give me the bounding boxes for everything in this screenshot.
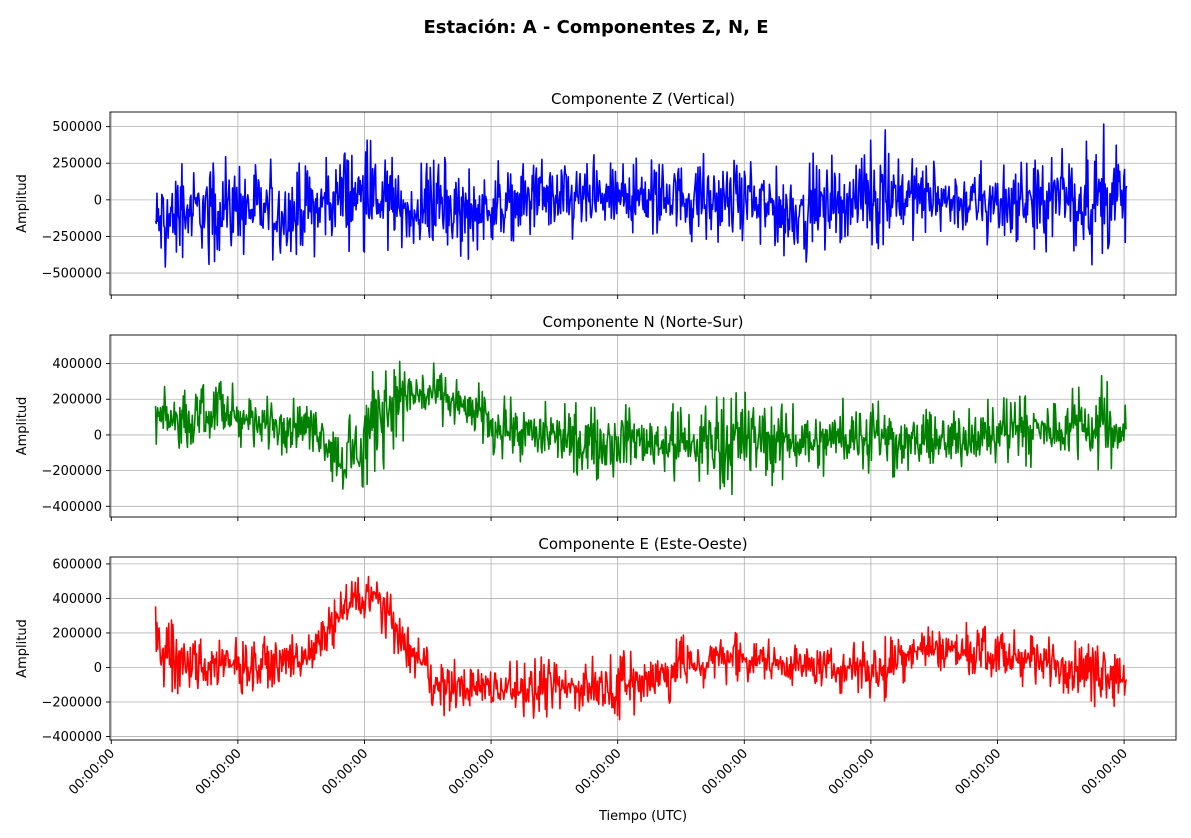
y-tick-label: 200000 bbox=[52, 626, 102, 641]
x-tick-label: 00:00:00 bbox=[573, 746, 625, 798]
axes-frame bbox=[109, 334, 1177, 518]
x-tick-label: 00:00:00 bbox=[1079, 746, 1131, 798]
y-tick-label: −250000 bbox=[41, 230, 102, 245]
subplots: 500000 250000 0 −250000 −500000 Componente Z … bbox=[15, 90, 1177, 824]
x-tick-label: 00:00:00 bbox=[66, 746, 118, 798]
y-tick-label: 200000 bbox=[52, 393, 102, 408]
figure-title: Estación: A - Componentes Z, N, E bbox=[423, 17, 768, 38]
subplot-title: Componente N (Norte-Sur) bbox=[542, 313, 743, 331]
y-tick-label: 0 bbox=[94, 428, 102, 443]
y-tick-label: 0 bbox=[94, 193, 102, 208]
subplot-title: Componente E (Este-Oeste) bbox=[538, 535, 747, 553]
y-tick-label: 400000 bbox=[52, 357, 102, 372]
y-tick-label: 250000 bbox=[52, 157, 102, 172]
y-tick-label: −200000 bbox=[41, 696, 102, 711]
y-tick-label: −500000 bbox=[41, 267, 102, 282]
y-axis-label: Amplitud bbox=[15, 174, 30, 233]
subplot-3: 600000 400000 200000 0 −200000 −400000 Compone… bbox=[15, 535, 1177, 824]
grid bbox=[110, 557, 1176, 740]
grid bbox=[110, 112, 1176, 295]
subplot-title: Componente Z (Vertical) bbox=[551, 90, 735, 108]
x-axis-label: Tiempo (UTC) bbox=[598, 809, 687, 824]
y-axis-label: Amplitud bbox=[15, 619, 30, 678]
y-tick-label: 500000 bbox=[52, 120, 102, 135]
y-tick-label: −400000 bbox=[41, 730, 102, 745]
subplot-2: 400000 200000 0 −200000 −400000 Componente N … bbox=[15, 313, 1177, 521]
x-tick-label: 00:00:00 bbox=[193, 746, 245, 798]
y-tick-label: 400000 bbox=[52, 592, 102, 607]
x-tick-label: 00:00:00 bbox=[952, 746, 1004, 798]
axes-frame bbox=[109, 556, 1177, 741]
y-tick-label: 600000 bbox=[52, 557, 102, 572]
y-tick-label: −200000 bbox=[41, 464, 102, 479]
y-tick-label: 0 bbox=[94, 661, 102, 676]
x-tick-label: 00:00:00 bbox=[319, 746, 371, 798]
series-line-1 bbox=[154, 123, 1128, 268]
y-tick-label: −400000 bbox=[41, 500, 102, 515]
subplot-1: 500000 250000 0 −250000 −500000 Componente Z … bbox=[15, 90, 1177, 299]
series-line-3 bbox=[154, 575, 1128, 721]
series-line-2 bbox=[154, 360, 1128, 496]
y-axis-label: Amplitud bbox=[15, 397, 30, 456]
axes-frame bbox=[109, 111, 1177, 296]
x-tick-label: 00:00:00 bbox=[446, 746, 498, 798]
x-tick-label: 00:00:00 bbox=[699, 746, 751, 798]
x-tick-label: 00:00:00 bbox=[826, 746, 878, 798]
